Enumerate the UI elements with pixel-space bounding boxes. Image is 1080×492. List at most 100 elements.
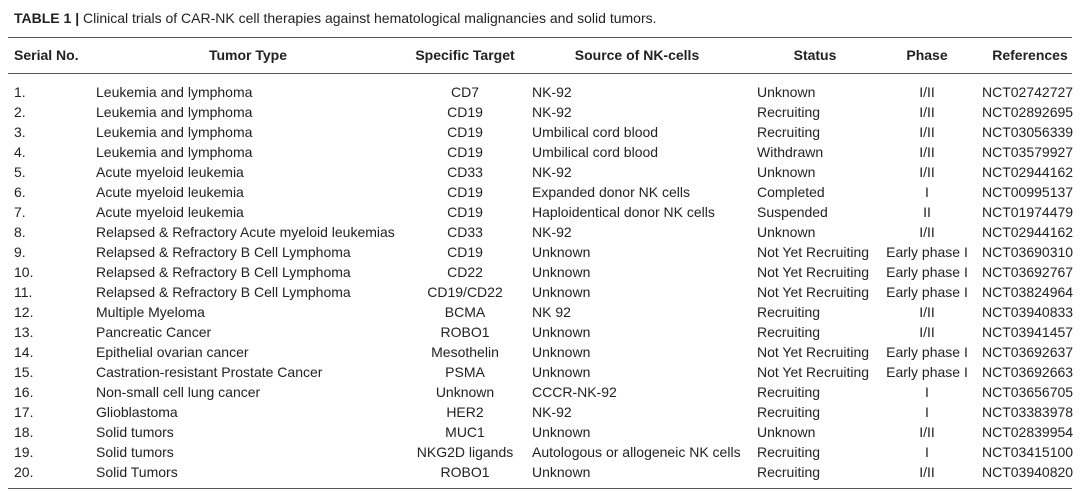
status-cell: Unknown	[757, 424, 816, 440]
serial-no-cell: 9.	[14, 244, 26, 260]
source-cell: Unknown	[532, 424, 591, 440]
tumor-type-cell: Pancreatic Cancer	[96, 324, 212, 340]
tumor-type-cell: Relapsed & Refractory B Cell Lymphoma	[96, 264, 351, 280]
phase-cell: I/II	[919, 124, 935, 140]
tumor-type-cell: Solid tumors	[96, 444, 174, 460]
specific-target-cell: CD19	[447, 144, 483, 160]
source-cell: Unknown	[532, 244, 591, 260]
source-cell: Unknown	[532, 264, 591, 280]
specific-target-cell: ROBO1	[440, 464, 490, 480]
specific-target-cell: MUC1	[445, 424, 485, 440]
reference-cell: NCT02839954	[982, 424, 1074, 440]
phase-cell: Early phase I	[886, 364, 968, 380]
specific-target-cell: CD19	[447, 204, 483, 220]
phase-cell: I/II	[919, 304, 935, 320]
specific-target-cell: PSMA	[445, 364, 485, 380]
source-cell: Autologous or allogeneic NK cells	[532, 444, 741, 460]
reference-cell: NCT03692637	[982, 344, 1074, 360]
caption-separator: |	[75, 10, 80, 26]
phase-cell: I	[925, 384, 929, 400]
reference-cell: NCT03692663	[982, 364, 1074, 380]
tumor-type-cell: Relapsed & Refractory Acute myeloid leuk…	[96, 224, 395, 240]
reference-cell: NCT01974479	[982, 204, 1074, 220]
tumor-type-cell: Leukemia and lymphoma	[96, 124, 253, 140]
source-cell: NK-92	[532, 84, 572, 100]
reference-header: References	[992, 47, 1068, 63]
phase-cell: I	[925, 444, 929, 460]
source-header: Source of NK-cells	[574, 47, 700, 63]
serial-no-cell: 13.	[14, 324, 34, 340]
source-cell: Unknown	[532, 464, 591, 480]
status-cell: Unknown	[757, 224, 816, 240]
tumor-type-cell: Solid Tumors	[96, 464, 178, 480]
phase-cell: I/II	[919, 164, 935, 180]
status-cell: Not Yet Recruiting	[757, 344, 870, 360]
source-cell: Umbilical cord blood	[532, 144, 659, 160]
specific-target-cell: CD19/CD22	[427, 284, 503, 300]
reference-cell: NCT03940833	[982, 304, 1074, 320]
status-cell: Not Yet Recruiting	[757, 284, 870, 300]
phase-cell: I/II	[919, 84, 935, 100]
reference-cell: NCT03056339	[982, 124, 1074, 140]
reference-cell: NCT03941457	[982, 324, 1074, 340]
status-cell: Recruiting	[757, 104, 821, 120]
serial-no-cell: 12.	[14, 304, 34, 320]
tumor-type-cell: Epithelial ovarian cancer	[96, 344, 249, 360]
serial-no-cell: 6.	[14, 184, 26, 200]
serial-no-cell: 4.	[14, 144, 26, 160]
tumor-type-cell: Leukemia and lymphoma	[96, 144, 253, 160]
reference-cell: NCT03656705	[982, 384, 1074, 400]
serial-no-cell: 19.	[14, 444, 34, 460]
tumor-type-cell: Relapsed & Refractory B Cell Lymphoma	[96, 244, 351, 260]
status-cell: Recruiting	[757, 304, 821, 320]
reference-cell: NCT03415100	[982, 444, 1074, 460]
reference-cell: NCT03383978	[982, 404, 1074, 420]
specific-target-cell: CD19	[447, 184, 483, 200]
top-rule	[8, 37, 1072, 38]
tumor-type-cell: Non-small cell lung cancer	[96, 384, 261, 400]
specific-target-cell: CD33	[447, 224, 483, 240]
source-cell: Umbilical cord blood	[532, 124, 659, 140]
status-cell: Recruiting	[757, 444, 821, 460]
specific-target-cell: Unknown	[435, 384, 495, 400]
serial-no-cell: 15.	[14, 364, 34, 380]
caption: TABLE 1 | Clinical trials of CAR-NK cell…	[14, 9, 657, 27]
serial-no-cell: 18.	[14, 424, 34, 440]
bottom-rule	[8, 488, 1072, 489]
source-cell: NK 92	[532, 304, 571, 320]
serial-no-cell: 1.	[14, 84, 26, 100]
reference-cell: NCT02944162	[982, 164, 1074, 180]
status-cell: Recruiting	[757, 124, 821, 140]
status-cell: Unknown	[757, 164, 816, 180]
tumor-type-cell: Castration-resistant Prostate Cancer	[96, 364, 323, 380]
status-cell: Not Yet Recruiting	[757, 244, 870, 260]
phase-cell: I	[925, 404, 929, 420]
status-cell: Not Yet Recruiting	[757, 364, 870, 380]
serial-no-cell: 16.	[14, 384, 34, 400]
serial-no-cell: 17.	[14, 404, 34, 420]
status-cell: Recruiting	[757, 404, 821, 420]
source-cell: NK-92	[532, 104, 572, 120]
source-cell: NK-92	[532, 164, 572, 180]
tumor-type-cell: Multiple Myeloma	[96, 304, 205, 320]
source-cell: Unknown	[532, 324, 591, 340]
source-cell: Unknown	[532, 344, 591, 360]
reference-cell: NCT03579927	[982, 144, 1074, 160]
phase-cell: I/II	[919, 464, 935, 480]
source-cell: NK-92	[532, 224, 572, 240]
status-cell: Unknown	[757, 84, 816, 100]
specific-target-cell: CD33	[447, 164, 483, 180]
source-cell: Unknown	[532, 364, 591, 380]
reference-cell: NCT03692767	[982, 264, 1074, 280]
caption-label: TABLE 1	[14, 10, 72, 26]
tumor-type-cell: Glioblastoma	[96, 404, 178, 420]
serial-no-cell: 2.	[14, 104, 26, 120]
source-cell: Unknown	[532, 284, 591, 300]
phase-cell: I	[925, 184, 929, 200]
specific-target-cell: Mesothelin	[431, 344, 499, 360]
reference-cell: NCT00995137	[982, 184, 1074, 200]
serial-no-cell: 14.	[14, 344, 34, 360]
source-cell: NK-92	[532, 404, 572, 420]
phase-cell: I/II	[919, 104, 935, 120]
